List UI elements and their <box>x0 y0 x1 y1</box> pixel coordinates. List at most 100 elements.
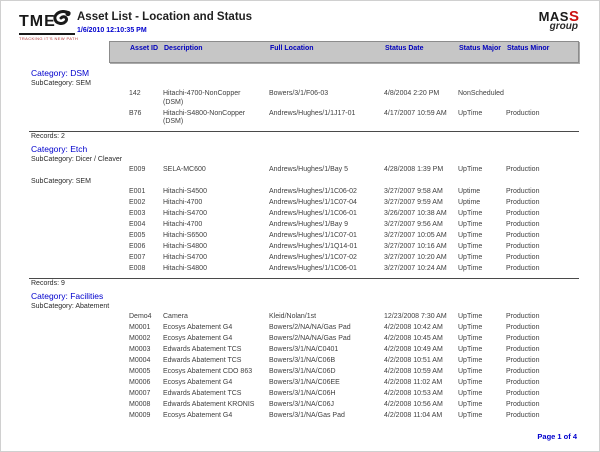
cell-status-date: 4/28/2008 1:39 PM <box>384 166 444 174</box>
cell-status-major: NonScheduled <box>458 90 504 98</box>
cell-full-location: Bowers/3/1/NA/C0401 <box>269 345 339 353</box>
cell-status-major: UpTime <box>458 254 483 262</box>
table-row: M0007 Edwards Abatement TCS Bowers/3/1/NA/… <box>109 389 579 400</box>
cell-status-major: UpTime <box>458 324 483 331</box>
cell-status-major: UpTime <box>458 210 483 218</box>
table-row: M0008 Edwards Abatement KRONIS Bowers/3/1/… <box>109 400 579 411</box>
records-divider <box>29 131 579 133</box>
cell-status-major: UpTime <box>458 232 483 240</box>
records-divider <box>29 277 579 279</box>
column-header-asset-id: Asset ID <box>130 45 159 52</box>
mass-logo-text: MAS <box>538 9 569 24</box>
cell-full-location: Andrews/Hughes/1/1C06-01 <box>269 265 357 273</box>
table-row: M0005 Ecosys Abatement CDO 863 Bowers/3/1/… <box>109 367 579 378</box>
category-label: Category: Facilities <box>31 290 104 301</box>
cell-full-location: Bowers/2/NA/NA/Gas Pad <box>269 324 351 331</box>
cell-status-date: 4/8/2004 2:20 PM <box>384 90 440 98</box>
category-label: Category: DSM <box>31 68 90 78</box>
table-row: M0001 Ecosys Abatement G4 Bowers/2/NA/NA/G… <box>109 323 579 334</box>
cell-status-minor: Production <box>506 367 540 375</box>
cell-status-date: 3/27/2007 10:24 AM <box>384 265 447 273</box>
cell-status-major: UpTime <box>458 378 483 386</box>
cell-status-minor: Production <box>506 199 540 207</box>
cell-full-location: Andrews/Hughes/1/Bay 9 <box>269 221 348 229</box>
category-label: Category: Etch <box>31 144 88 155</box>
cell-status-minor: Production <box>506 356 540 364</box>
cell-status-major: UpTime <box>458 345 483 353</box>
subcategory-label: SubCategory: SEM <box>31 178 91 186</box>
cell-status-date: 3/27/2007 9:56 AM <box>384 221 443 229</box>
records-count: Records: 9 <box>31 279 65 287</box>
cell-full-location: Andrews/Hughes/1/1C06-01 <box>269 210 357 218</box>
cell-status-major: UpTime <box>458 265 483 273</box>
cell-description: Hitachi-S6500 <box>163 232 207 240</box>
cell-asset-id: M0002 <box>129 334 151 342</box>
cell-asset-id: M0009 <box>129 411 151 419</box>
tme-logo-text: TME <box>19 12 56 30</box>
cell-description: Hitachi-S4800-NonCopper (DSM) <box>163 109 246 126</box>
cell-description: Edwards Abatement TCS <box>163 356 242 364</box>
mass-logo-red-s: S <box>568 8 579 25</box>
table-row: E001 Hitachi-S4500 Andrews/Hughes/1/1C06-0… <box>109 187 579 198</box>
cell-status-major: UpTime <box>458 313 483 321</box>
cell-description: Hitachi-S4800 <box>163 265 207 273</box>
cell-status-date: 4/2/2008 10:45 AM <box>384 334 443 342</box>
records-count: Records: 2 <box>31 133 65 141</box>
cell-description: Hitachi-S4800 <box>163 243 207 251</box>
cell-full-location: Bowers/2/NA/NA/Gas Pad <box>269 334 351 342</box>
table-row: M0006 Ecosys Abatement G4 Bowers/3/1/NA/C0… <box>109 378 579 389</box>
cell-status-minor: Production <box>506 265 540 273</box>
cell-description: Ecosys Abatement G4 <box>163 334 233 342</box>
cell-status-date: 4/2/2008 10:53 AM <box>384 389 443 397</box>
cell-status-date: 3/27/2007 9:59 AM <box>384 199 443 207</box>
cell-full-location: Bowers/3/1/NA/C06H <box>269 389 336 397</box>
page-number: Page 1 of 4 <box>537 432 577 441</box>
cell-asset-id: M0008 <box>129 400 151 408</box>
cell-full-location: Bowers/3/1/F06-03 <box>269 90 329 98</box>
cell-status-major: UpTime <box>458 389 483 397</box>
cell-asset-id: M0007 <box>129 389 151 397</box>
cell-asset-id: E006 <box>129 243 146 251</box>
cell-description: Edwards Abatement TCS <box>163 345 242 353</box>
tme-logo-rule <box>19 33 75 35</box>
cell-status-minor: Production <box>506 411 540 419</box>
cell-asset-id: 142 <box>129 90 141 98</box>
table-row: E006 Hitachi-S4800 Andrews/Hughes/1/1Q14-0… <box>109 242 579 253</box>
cell-full-location: Bowers/3/1/NA/C06D <box>269 367 336 375</box>
cell-status-date: 4/2/2008 11:04 AM <box>384 411 443 419</box>
cell-asset-id: E005 <box>129 232 146 240</box>
tme-logo-tagline: TRACKING IT'S NEW PATH <box>19 36 79 41</box>
cell-status-minor: Production <box>506 389 540 397</box>
cell-description: Ecosys Abatement G4 <box>163 378 233 386</box>
cell-full-location: Bowers/3/1/NA/Gas Pad <box>269 411 345 419</box>
cell-status-date: 4/2/2008 10:49 AM <box>384 345 443 353</box>
cell-status-date: 3/27/2007 9:58 AM <box>384 188 443 196</box>
cell-status-date: 12/23/2008 7:30 AM <box>384 313 447 321</box>
cell-status-minor: Production <box>506 210 540 218</box>
cell-status-minor: Production <box>506 243 540 251</box>
cell-asset-id: E002 <box>129 199 146 207</box>
table-row: E008 Hitachi-S4800 Andrews/Hughes/1/1C06-0… <box>109 264 579 275</box>
cell-status-major: UpTime <box>458 400 483 408</box>
cell-full-location: Andrews/Hughes/1/Bay 5 <box>269 166 348 174</box>
cell-status-date: 4/2/2008 11:02 AM <box>384 378 443 386</box>
cell-status-date: 3/27/2007 10:16 AM <box>384 243 447 251</box>
cell-full-location: Andrews/Hughes/1/1J17-01 <box>269 109 356 117</box>
table-row: M0009 Ecosys Abatement G4 Bowers/3/1/NA/Ga… <box>109 411 579 422</box>
cell-status-minor: Production <box>506 221 540 229</box>
cell-asset-id: M0004 <box>129 356 151 364</box>
cell-status-minor: Production <box>506 400 540 408</box>
cell-status-major: UpTime <box>458 334 483 342</box>
cell-full-location: Andrews/Hughes/1/1C07-01 <box>269 232 357 240</box>
cell-status-date: 4/2/2008 10:42 AM <box>384 324 443 331</box>
cell-description: Camera <box>163 313 188 321</box>
subcategory-label: SubCategory: Dicer / Cleaver <box>31 156 123 164</box>
cell-full-location: Andrews/Hughes/1/1C07-04 <box>269 199 357 207</box>
subcategory-label: SubCategory: SEM <box>31 80 91 87</box>
table-row: E003 Hitachi-S4700 Andrews/Hughes/1/1C06-0… <box>109 209 579 220</box>
cell-asset-id: E004 <box>129 221 146 229</box>
cell-description: Ecosys Abatement CDO 863 <box>163 367 253 375</box>
cell-description: Edwards Abatement TCS <box>163 389 242 397</box>
cell-description: Hitachi-S4700 <box>163 210 207 218</box>
cell-asset-id: E003 <box>129 210 146 218</box>
